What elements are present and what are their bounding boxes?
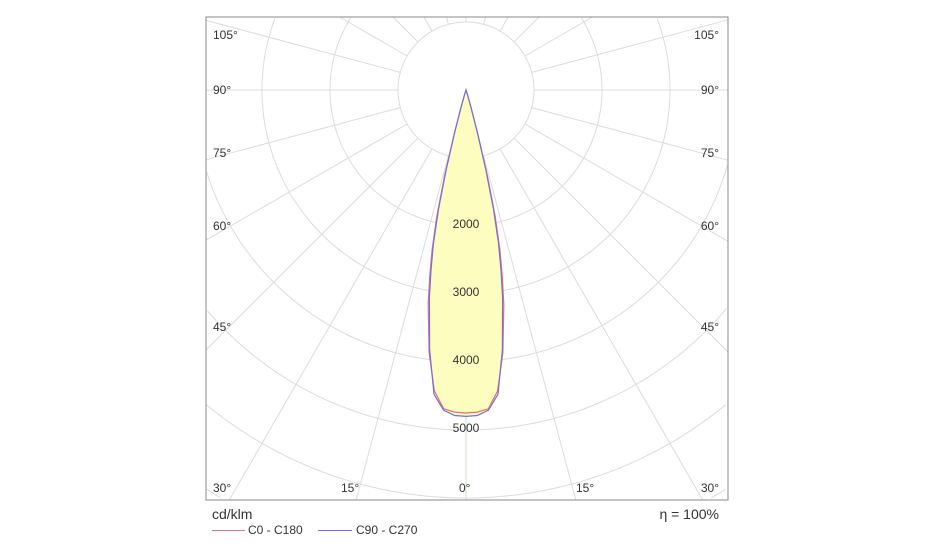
legend-swatch-c0 — [212, 530, 245, 531]
angle-label-15-right: 15° — [576, 481, 595, 495]
angle-label-right: 75° — [700, 146, 719, 160]
grid-spoke-210 — [423, 16, 433, 32]
angle-label-15-left: 15° — [341, 481, 360, 495]
series-fill-1 — [429, 90, 503, 417]
grid-ring-5000 — [207, 310, 466, 431]
grid-ring-3000 — [261, 18, 466, 295]
grid-ring-7000 — [710, 488, 726, 499]
grid-ring-4000 — [466, 164, 728, 363]
plot-area — [205, 16, 729, 501]
efficiency-label: η = 100% — [659, 506, 719, 522]
grid-spoke-30 — [499, 148, 704, 501]
grid-ring-3000 — [466, 18, 671, 295]
radial-tick-label: 5000 — [453, 421, 480, 435]
grid-ring-4000 — [206, 171, 466, 363]
grid-ring-7000 — [206, 488, 222, 499]
grid-spoke-15 — [483, 155, 577, 501]
series-line-1 — [428, 87, 504, 418]
grid-spoke-75 — [531, 107, 729, 161]
angle-label-right: 30° — [700, 481, 719, 495]
grid-spoke-255 — [205, 19, 401, 73]
grid-ring-2000 — [329, 17, 466, 227]
grid-ring-2000 — [466, 17, 603, 227]
grid-spoke-315 — [205, 137, 419, 351]
angle-label-right: 45° — [700, 320, 719, 334]
grid-spoke-165 — [483, 16, 487, 25]
grid-spoke-225 — [392, 16, 419, 43]
radial-tick-label: 2000 — [453, 217, 480, 231]
unit-label: cd/klm — [212, 506, 253, 522]
grid-ring-5000 — [466, 308, 727, 431]
legend-label-c0: C0 - C180 — [248, 523, 303, 537]
radial-tick-label: 4000 — [453, 353, 480, 367]
angle-label-0: 0° — [459, 481, 471, 495]
angle-label-left: 45° — [213, 320, 232, 334]
angle-label-right: 60° — [700, 219, 719, 233]
grid-spoke-60 — [524, 123, 729, 242]
grid-spoke-195 — [445, 16, 449, 25]
grid-spoke-135 — [513, 16, 540, 43]
angle-label-left: 75° — [213, 146, 232, 160]
grid-spoke-150 — [499, 16, 509, 32]
frame — [205, 16, 729, 501]
grid-spoke-45 — [513, 137, 729, 353]
grid-spoke-120 — [524, 16, 593, 57]
angle-label-left: 90° — [213, 83, 232, 97]
grid-ring-6000 — [466, 404, 726, 499]
angle-label-right: 90° — [700, 83, 719, 97]
legend-label-c90: C90 - C270 — [356, 523, 418, 537]
grid-ring-6000 — [206, 404, 466, 499]
angle-label-right: 105° — [694, 28, 719, 42]
angle-label-left: 105° — [213, 28, 238, 42]
grid-spoke-330 — [228, 148, 433, 501]
grid-spoke-105 — [531, 19, 729, 73]
angle-label-left: 60° — [213, 219, 232, 233]
grid-spoke-285 — [205, 107, 401, 161]
legend-swatch-c90 — [318, 530, 352, 531]
grid-spoke-345 — [355, 155, 449, 501]
grid-spoke-300 — [205, 123, 408, 241]
angle-label-left: 30° — [213, 481, 232, 495]
radial-tick-label: 3000 — [453, 285, 480, 299]
grid-spoke-240 — [339, 16, 408, 57]
